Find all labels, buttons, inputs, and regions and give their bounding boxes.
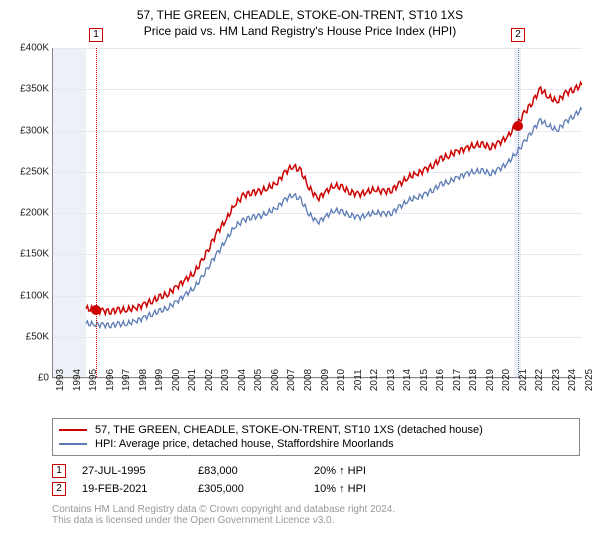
sale-price: £83,000: [198, 465, 298, 477]
x-tick-label: 2001: [187, 369, 198, 391]
x-tick-label: 2002: [204, 369, 215, 391]
line-layer: [53, 48, 582, 377]
x-tick-label: 2012: [369, 369, 380, 391]
x-tick-label: 2007: [286, 369, 297, 391]
footer-licence: This data is licensed under the Open Gov…: [52, 515, 580, 526]
y-tick-label: £250K: [9, 166, 49, 177]
x-tick-label: 2003: [220, 369, 231, 391]
legend-label: HPI: Average price, detached house, Staf…: [95, 438, 394, 450]
x-tick-label: 2018: [468, 369, 479, 391]
sale-marker-badge: 2: [52, 482, 66, 496]
y-tick-label: £150K: [9, 249, 49, 260]
sale-row: 2 19-FEB-2021 £305,000 10% ↑ HPI: [52, 480, 580, 498]
x-tick-label: 1995: [88, 369, 99, 391]
sales-table: 1 27-JUL-1995 £83,000 20% ↑ HPI 2 19-FEB-2021…: [52, 462, 580, 498]
chart-title: 57, THE GREEN, CHEADLE, STOKE-ON-TRENT, …: [10, 8, 590, 22]
x-tick-label: 2015: [419, 369, 430, 391]
y-tick-label: £100K: [9, 290, 49, 301]
x-tick-label: 2009: [320, 369, 331, 391]
sale-marker-badge: 1: [52, 464, 66, 478]
x-tick-label: 2004: [237, 369, 248, 391]
x-tick-label: 1998: [138, 369, 149, 391]
legend-label: 57, THE GREEN, CHEADLE, STOKE-ON-TRENT, …: [95, 424, 483, 436]
sale-price: £305,000: [198, 483, 298, 495]
x-tick-label: 2022: [534, 369, 545, 391]
footer-copyright: Contains HM Land Registry data © Crown c…: [52, 504, 580, 515]
legend-item: 57, THE GREEN, CHEADLE, STOKE-ON-TRENT, …: [59, 423, 573, 437]
marker-badge: 1: [89, 28, 103, 42]
x-tick-label: 1996: [105, 369, 116, 391]
x-tick-label: 2023: [551, 369, 562, 391]
x-tick-label: 2021: [518, 369, 529, 391]
x-tick-label: 2017: [452, 369, 463, 391]
x-tick-label: 2010: [336, 369, 347, 391]
x-tick-label: 2020: [501, 369, 512, 391]
footer: Contains HM Land Registry data © Crown c…: [52, 504, 580, 526]
x-tick-label: 2005: [253, 369, 264, 391]
series-line: [86, 82, 582, 314]
x-tick-label: 1993: [55, 369, 66, 391]
x-tick-label: 2024: [567, 369, 578, 391]
sale-row: 1 27-JUL-1995 £83,000 20% ↑ HPI: [52, 462, 580, 480]
legend-swatch: [59, 429, 87, 431]
x-tick-label: 1997: [121, 369, 132, 391]
marker-vline: [96, 48, 97, 377]
sale-date: 19-FEB-2021: [82, 483, 182, 495]
sale-date: 27-JUL-1995: [82, 465, 182, 477]
x-tick-label: 2013: [386, 369, 397, 391]
y-tick-label: £0: [9, 373, 49, 384]
y-tick-label: £300K: [9, 125, 49, 136]
x-tick-label: 1999: [154, 369, 165, 391]
x-tick-label: 1994: [72, 369, 83, 391]
x-tick-label: 2025: [584, 369, 595, 391]
legend: 57, THE GREEN, CHEADLE, STOKE-ON-TRENT, …: [52, 418, 580, 456]
sale-delta: 20% ↑ HPI: [314, 465, 414, 477]
x-tick-label: 2000: [171, 369, 182, 391]
x-tick-label: 2016: [435, 369, 446, 391]
y-tick-label: £50K: [9, 331, 49, 342]
y-tick-label: £400K: [9, 43, 49, 54]
marker-vline: [518, 48, 519, 377]
chart-plot-area: £0£50K£100K£150K£200K£250K£300K£350K£400…: [52, 48, 582, 378]
x-tick-label: 2006: [270, 369, 281, 391]
x-tick-label: 2008: [303, 369, 314, 391]
y-tick-label: £200K: [9, 208, 49, 219]
legend-swatch: [59, 443, 87, 445]
sale-delta: 10% ↑ HPI: [314, 483, 414, 495]
marker-badge: 2: [511, 28, 525, 42]
marker-dot: [91, 305, 101, 315]
x-tick-label: 2011: [353, 369, 364, 391]
y-tick-label: £350K: [9, 84, 49, 95]
marker-dot: [513, 121, 523, 131]
x-axis-labels: 1993199419951996199719981999200020012002…: [52, 378, 582, 410]
x-tick-label: 2014: [402, 369, 413, 391]
x-tick-label: 2019: [485, 369, 496, 391]
chart-container: 57, THE GREEN, CHEADLE, STOKE-ON-TRENT, …: [0, 0, 600, 560]
legend-item: HPI: Average price, detached house, Staf…: [59, 437, 573, 451]
